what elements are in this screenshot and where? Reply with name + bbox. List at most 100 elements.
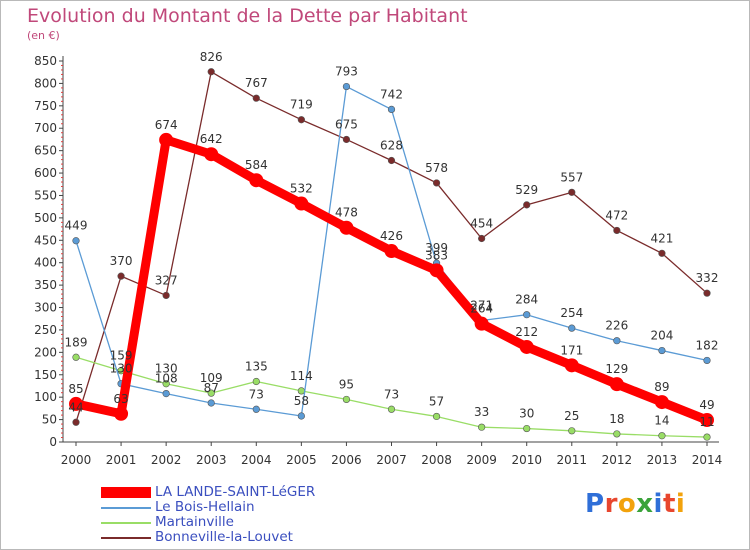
data-label-1: 87 <box>204 381 219 395</box>
x-tick-label: 2000 <box>61 453 92 467</box>
data-point-2 <box>207 389 215 397</box>
x-tick-label: 2011 <box>557 453 588 467</box>
data-label-1: 226 <box>605 319 628 333</box>
legend-swatch-bois-hellain <box>101 507 151 509</box>
data-label-2: 189 <box>65 335 88 349</box>
logo-letter: r <box>604 489 618 519</box>
data-label-2: 95 <box>339 377 354 391</box>
data-point-1 <box>342 82 351 91</box>
data-label-0: 212 <box>515 325 538 339</box>
data-label-0: 171 <box>560 343 583 357</box>
x-tick-label: 2003 <box>196 453 227 467</box>
data-point-1 <box>703 356 711 365</box>
legend: LA LANDE-SAINT-LéGER Le Bois-Hellain Mar… <box>101 485 421 545</box>
y-tick-label: 300 <box>34 301 57 315</box>
data-label-1: 793 <box>335 65 358 79</box>
data-label-3: 421 <box>650 231 673 245</box>
legend-item-bois-hellain: Le Bois-Hellain <box>101 500 421 515</box>
data-point-3 <box>613 226 621 235</box>
legend-label-bonneville: Bonneville-la-Louvet <box>155 529 293 545</box>
y-tick-label: 700 <box>34 121 57 135</box>
data-point-1 <box>72 237 80 245</box>
legend-item-lande: LA LANDE-SAINT-LéGER <box>101 485 421 500</box>
data-label-2: 25 <box>564 409 579 423</box>
data-point-2 <box>162 380 170 388</box>
y-tick-label: 350 <box>34 278 57 292</box>
y-tick-label: 0 <box>49 435 57 449</box>
data-label-3: 370 <box>110 254 133 268</box>
logo-letter: i <box>675 489 686 519</box>
legend-label-bois-hellain: Le Bois-Hellain <box>155 499 255 515</box>
data-label-2: 57 <box>429 394 444 408</box>
data-point-2 <box>72 353 80 361</box>
data-label-3: 557 <box>560 170 583 184</box>
data-label-2: 18 <box>609 412 624 426</box>
logo-letter: i <box>653 489 663 519</box>
x-tick-label: 2010 <box>511 453 542 467</box>
data-label-2: 159 <box>110 349 133 363</box>
data-label-2: 109 <box>200 371 223 385</box>
x-tick-label: 2007 <box>376 453 407 467</box>
data-label-2: 73 <box>384 387 399 401</box>
data-point-1 <box>207 399 215 407</box>
data-point-0 <box>114 406 129 421</box>
data-point-0 <box>159 132 174 147</box>
data-point-0 <box>519 339 534 354</box>
data-label-3: 719 <box>290 98 313 112</box>
data-label-1: 108 <box>155 372 178 386</box>
data-point-0 <box>429 263 444 278</box>
data-point-3 <box>207 68 215 76</box>
data-point-1 <box>387 105 396 114</box>
x-tick-label: 2013 <box>647 453 678 467</box>
y-tick-label: 750 <box>34 99 57 113</box>
data-point-1 <box>252 405 260 413</box>
data-label-0: 85 <box>68 382 83 396</box>
data-point-2 <box>252 377 260 386</box>
legend-swatch-bonneville <box>101 537 151 539</box>
chart-subtitle: (en €) <box>27 29 60 42</box>
data-point-0 <box>69 396 83 411</box>
data-label-2: 14 <box>654 414 669 428</box>
data-label-1: 73 <box>249 387 264 401</box>
legend-swatch-lande <box>101 487 151 498</box>
data-label-3: 628 <box>380 139 403 153</box>
data-label-3: 529 <box>515 183 538 197</box>
legend-swatch-martainville <box>101 522 151 524</box>
data-label-0: 129 <box>605 362 628 376</box>
data-point-2 <box>342 395 351 404</box>
data-label-2: 130 <box>155 362 178 376</box>
y-tick-label: 250 <box>34 323 57 337</box>
legend-label-lande: LA LANDE-SAINT-LéGER <box>155 484 316 500</box>
data-label-2: 30 <box>519 407 534 421</box>
data-label-3: 675 <box>335 117 358 131</box>
data-point-3 <box>297 116 305 124</box>
logo-letter: o <box>617 489 637 519</box>
data-point-0 <box>384 244 399 259</box>
data-point-3 <box>658 249 666 257</box>
data-point-1 <box>162 389 170 398</box>
data-label-0: 63 <box>113 392 128 406</box>
data-point-3 <box>432 179 441 187</box>
data-label-0: 89 <box>654 380 669 394</box>
data-point-3 <box>478 234 486 243</box>
data-point-2 <box>387 405 396 413</box>
data-point-0 <box>474 316 489 331</box>
data-label-2: 135 <box>245 359 268 373</box>
legend-item-bonneville: Bonneville-la-Louvet <box>101 530 421 545</box>
data-label-0: 642 <box>200 132 223 146</box>
data-label-1: 284 <box>515 293 538 307</box>
data-point-0 <box>204 147 219 162</box>
data-label-3: 472 <box>605 208 628 222</box>
x-tick-label: 2009 <box>466 453 497 467</box>
data-label-3: 578 <box>425 161 448 175</box>
data-point-3 <box>387 156 396 165</box>
data-label-2: 11 <box>699 415 714 429</box>
x-tick-label: 2001 <box>106 453 137 467</box>
data-label-3: 327 <box>155 273 178 287</box>
data-label-0: 264 <box>470 302 493 316</box>
data-label-1: 204 <box>650 329 673 343</box>
data-label-0: 584 <box>245 158 268 172</box>
data-point-0 <box>609 377 624 392</box>
